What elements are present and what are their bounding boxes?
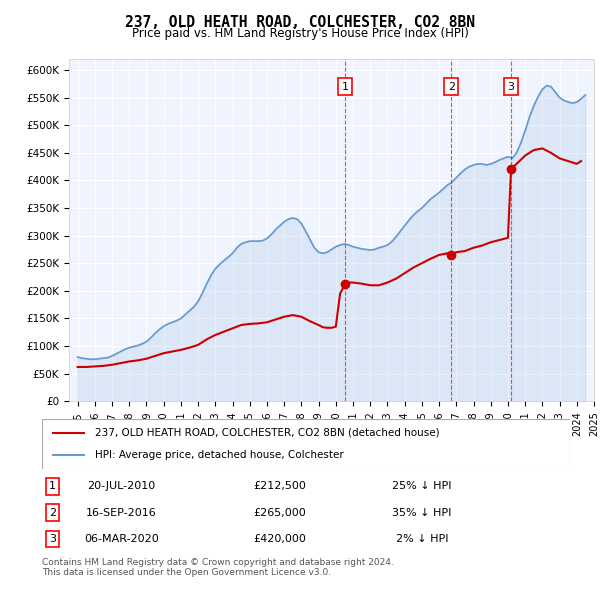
Text: 3: 3 xyxy=(508,81,515,91)
Text: 16-SEP-2016: 16-SEP-2016 xyxy=(86,507,157,517)
Text: 25% ↓ HPI: 25% ↓ HPI xyxy=(392,481,452,491)
Text: 3: 3 xyxy=(49,534,56,544)
Text: £212,500: £212,500 xyxy=(253,481,306,491)
Text: £420,000: £420,000 xyxy=(253,534,306,544)
Text: HPI: Average price, detached house, Colchester: HPI: Average price, detached house, Colc… xyxy=(95,450,344,460)
Text: £265,000: £265,000 xyxy=(253,507,306,517)
Text: 237, OLD HEATH ROAD, COLCHESTER, CO2 8BN (detached house): 237, OLD HEATH ROAD, COLCHESTER, CO2 8BN… xyxy=(95,428,439,438)
Text: 2: 2 xyxy=(448,81,455,91)
Text: 1: 1 xyxy=(49,481,56,491)
Text: 2% ↓ HPI: 2% ↓ HPI xyxy=(396,534,448,544)
Text: Price paid vs. HM Land Registry's House Price Index (HPI): Price paid vs. HM Land Registry's House … xyxy=(131,27,469,40)
Text: This data is licensed under the Open Government Licence v3.0.: This data is licensed under the Open Gov… xyxy=(42,568,331,576)
Text: 20-JUL-2010: 20-JUL-2010 xyxy=(87,481,155,491)
Text: 06-MAR-2020: 06-MAR-2020 xyxy=(84,534,158,544)
Text: Contains HM Land Registry data © Crown copyright and database right 2024.: Contains HM Land Registry data © Crown c… xyxy=(42,558,394,566)
Text: 1: 1 xyxy=(342,81,349,91)
Text: 2: 2 xyxy=(49,507,56,517)
Text: 35% ↓ HPI: 35% ↓ HPI xyxy=(392,507,452,517)
FancyBboxPatch shape xyxy=(42,419,570,469)
Text: 237, OLD HEATH ROAD, COLCHESTER, CO2 8BN: 237, OLD HEATH ROAD, COLCHESTER, CO2 8BN xyxy=(125,15,475,30)
